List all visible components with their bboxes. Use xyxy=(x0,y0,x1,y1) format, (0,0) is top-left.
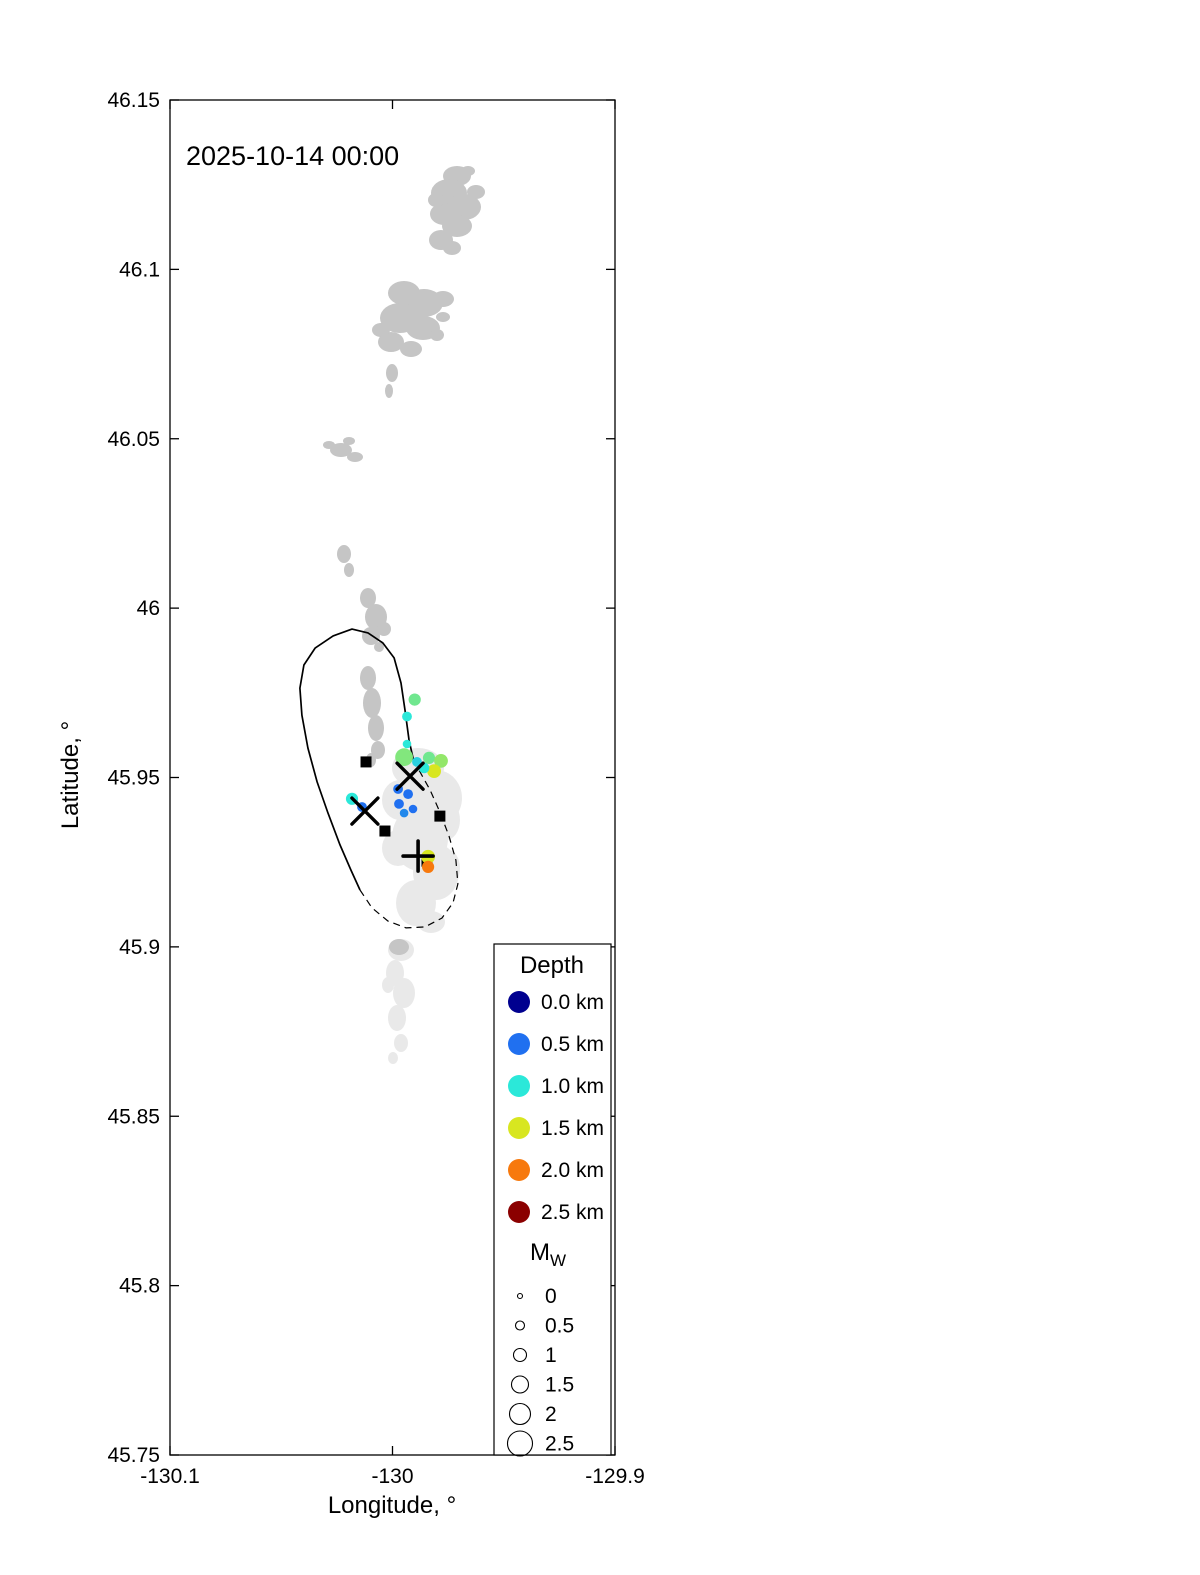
outlines-layer xyxy=(299,628,459,929)
earthquake-dot xyxy=(402,739,412,749)
legend-depth-label: 2.0 km xyxy=(541,1159,604,1182)
legend-mw-title: MW xyxy=(530,1239,566,1270)
legend-depth-label: 1.0 km xyxy=(541,1075,604,1098)
legend-mw-swatch xyxy=(516,1292,524,1300)
axes-layer: -130.1 -130 -129.9 45.75 45.8 45.85 45.9 45.95 4… xyxy=(107,89,644,1488)
legend-mw-swatch xyxy=(514,1320,526,1331)
legend-mw-label: 1.5 xyxy=(545,1374,574,1397)
y-axis-label: Latitude, ° xyxy=(57,721,84,829)
y-tick-label: 45.75 xyxy=(107,1444,160,1467)
station-square xyxy=(379,825,391,837)
legend-mw-label: 0.5 xyxy=(545,1315,574,1338)
y-tick-label: 46.15 xyxy=(107,89,160,112)
earthquake-dot xyxy=(434,754,448,768)
y-tick-label: 45.9 xyxy=(119,936,160,959)
legend-depth-label: 0.5 km xyxy=(541,1033,604,1056)
lava-flow-north-3 xyxy=(323,437,363,462)
legend-depth-label: 0.0 km xyxy=(541,991,604,1014)
legend-depth-label: 2.5 km xyxy=(541,1201,604,1224)
station-square xyxy=(434,810,446,822)
earthquake-dot xyxy=(399,808,409,818)
lava-flow-south xyxy=(382,939,415,1064)
earthquake-dot xyxy=(412,757,422,767)
x-tick-label: -129.9 xyxy=(585,1465,645,1488)
y-tick-label: 46.1 xyxy=(119,258,160,281)
legend-depth-swatch xyxy=(508,1033,530,1055)
x-tick-label: -130.1 xyxy=(140,1465,200,1488)
x-marker xyxy=(395,761,425,791)
earthquake-dot xyxy=(408,693,421,706)
legend-depth-label: 1.5 km xyxy=(541,1117,604,1140)
earthquake-dot xyxy=(408,804,418,814)
earthquake-dot xyxy=(394,799,404,809)
y-tick-label: 45.85 xyxy=(107,1105,160,1128)
caldera-ridge xyxy=(360,666,409,955)
legend-mw-label: 0 xyxy=(545,1285,557,1308)
x-tick-label: -130 xyxy=(371,1465,413,1488)
lava-flow-mid xyxy=(337,545,391,652)
station-square xyxy=(360,756,372,768)
gray-lava-flows xyxy=(323,166,485,1064)
legend-mw-swatch xyxy=(506,1430,534,1457)
legend-mw-swatch xyxy=(508,1402,532,1426)
legend-box xyxy=(493,943,612,1456)
legend-depth-swatch xyxy=(508,1117,530,1139)
y-tick-label: 46.05 xyxy=(107,428,160,451)
earthquake-dot xyxy=(422,751,436,765)
y-tick-label: 45.8 xyxy=(119,1275,160,1298)
legend-depth-swatch xyxy=(508,1075,530,1097)
legend-mw-label: 1 xyxy=(545,1344,557,1367)
plus-marker xyxy=(401,839,435,873)
lava-flow-north-1 xyxy=(428,166,485,255)
legend: Depth 0.0 km 0.5 km 1.0 km 1.5 km 2.0 km 2.5 k… xyxy=(493,943,612,1457)
x-axis-label: Longitude, ° xyxy=(328,1492,456,1519)
legend-depth-swatch xyxy=(508,1201,530,1223)
legend-depth-swatch xyxy=(508,991,530,1013)
lava-flow-north-2 xyxy=(372,281,454,398)
legend-mw-label: 2.5 xyxy=(545,1433,574,1456)
legend-depth-swatch xyxy=(508,1159,530,1181)
datetime-title: 2025-10-14 00:00 xyxy=(186,141,399,171)
earthquake-dot xyxy=(427,764,441,778)
y-tick-label: 46 xyxy=(137,597,160,620)
big-event-markers xyxy=(350,761,435,873)
legend-depth-title: Depth xyxy=(520,952,584,979)
legend-mw-swatch xyxy=(510,1375,530,1394)
earthquake-dot xyxy=(402,711,412,722)
caldera-outline-solid xyxy=(299,628,415,891)
earthquake-dot xyxy=(403,789,413,799)
outline-dashed xyxy=(359,762,459,929)
legend-mw-label: 2 xyxy=(545,1403,557,1426)
y-tick-label: 45.95 xyxy=(107,767,160,790)
legend-mw-swatch xyxy=(512,1347,528,1363)
earthquake-dot xyxy=(422,860,435,874)
earthquake-dot xyxy=(395,748,413,767)
x-marker xyxy=(350,796,380,826)
